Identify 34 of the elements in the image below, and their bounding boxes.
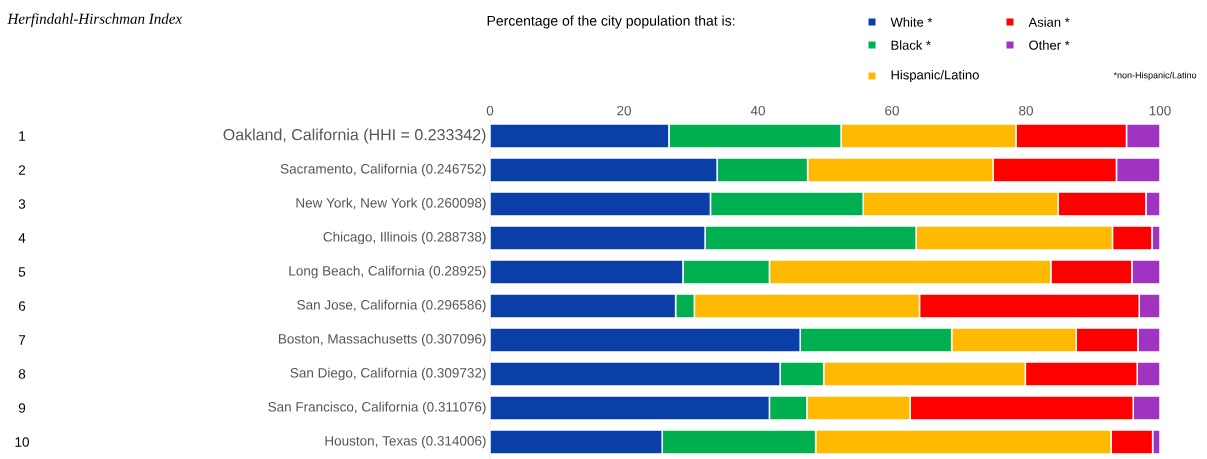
text: 9	[18, 403, 26, 413]
y-tick-label: San Jose, California (0.296586)	[297, 299, 486, 313]
text: 4	[18, 233, 26, 243]
legend-label: Asian *	[1028, 17, 1070, 27]
text: 6	[18, 301, 26, 311]
x-tick-label: 80	[1019, 105, 1033, 116]
legend-label: Other *	[1029, 40, 1070, 50]
x-tick-label: 20	[617, 105, 631, 116]
text: 1	[19, 131, 26, 141]
x-tick-label: 100	[1149, 105, 1171, 116]
y-tick-label: Houston, Texas (0.314006)	[325, 435, 486, 449]
y-tick-label: Boston, Massachusetts (0.307096)	[278, 333, 486, 347]
text: Herfindahl-Hirschman Index	[7, 13, 182, 27]
y-tick-label: Oakland, California (HHI = 0.233342)	[223, 128, 486, 144]
x-tick-label: 40	[750, 105, 765, 116]
text: *non-Hispanic/Latino	[1113, 71, 1197, 81]
text: 2	[18, 165, 26, 175]
legend-label: Hispanic/Latino	[891, 69, 979, 83]
legend-label: White *	[890, 17, 933, 27]
x-tick-label: 60	[885, 105, 899, 116]
text: 10	[15, 437, 29, 447]
y-tick-label: Chicago, Illinois (0.288738)	[323, 231, 486, 245]
text: 8	[18, 369, 26, 379]
y-tick-label: Long Beach, California (0.28925)	[289, 265, 486, 279]
y-tick-label: New York, New York (0.260098)	[296, 197, 486, 211]
y-tick-label: San Francisco, California (0.311076)	[268, 401, 486, 415]
legend-label: Black *	[891, 40, 931, 50]
text: 5	[18, 267, 26, 277]
text: 7	[18, 335, 26, 345]
y-tick-label: Sacramento, California (0.246752)	[280, 163, 486, 177]
legend-title: Percentage of the city population that is:	[487, 15, 735, 29]
text: 3	[18, 199, 26, 209]
x-tick-label: 0	[486, 105, 494, 116]
y-tick-label: San Diego, California (0.309732)	[290, 367, 486, 381]
